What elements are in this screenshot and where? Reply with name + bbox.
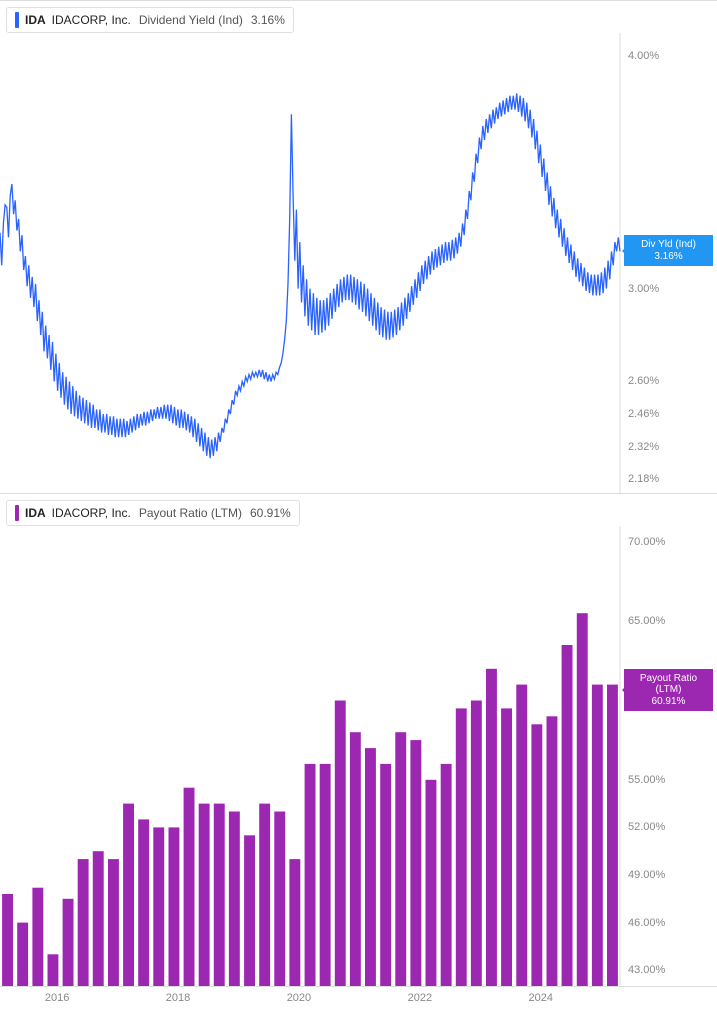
panel1-y-tick: 2.32%: [628, 441, 659, 453]
panel2-value-flag: Payout Ratio (LTM) 60.91%: [624, 669, 713, 712]
panel1-y-tick: 4.00%: [628, 50, 659, 62]
panel2-header: IDA IDACORP, Inc. Payout Ratio (LTM) 60.…: [6, 500, 300, 526]
payout-ratio-chart[interactable]: Payout Ratio (LTM) 60.91% 70.00% 65.00% 55…: [0, 526, 717, 986]
panel1-y-tick: 2.60%: [628, 375, 659, 387]
panel1-ticker: IDA: [25, 13, 46, 27]
x-tick: 2016: [45, 992, 69, 1004]
panel2-company: IDACORP, Inc.: [52, 506, 131, 520]
flag1-value: 3.16%: [630, 251, 707, 263]
panel2-y-tick: 65.00%: [628, 615, 665, 627]
panel2-y-tick: 55.00%: [628, 774, 665, 786]
panel1-company: IDACORP, Inc.: [52, 13, 131, 27]
x-tick: 2020: [287, 992, 311, 1004]
panel2-ticker: IDA: [25, 506, 46, 520]
panel2-value: 60.91%: [250, 506, 291, 520]
panel1-metric: Dividend Yield (Ind): [139, 13, 243, 27]
panel2-y-tick: 52.00%: [628, 821, 665, 833]
flag2-label: Payout Ratio (LTM): [630, 673, 707, 696]
panel1-y-tick: 3.00%: [628, 283, 659, 295]
payout-ratio-bars: [0, 526, 717, 986]
panel2-y-tick: 49.00%: [628, 869, 665, 881]
panel1-value: 3.16%: [251, 13, 285, 27]
x-tick: 2024: [529, 992, 553, 1004]
x-tick: 2022: [408, 992, 432, 1004]
dividend-yield-line: [0, 33, 717, 493]
panel1-y-tick: 2.18%: [628, 473, 659, 485]
time-axis: 2016 2018 2020 2022 2024: [0, 986, 717, 1011]
panel2-y-tick: 70.00%: [628, 536, 665, 548]
dividend-yield-panel: IDA IDACORP, Inc. Dividend Yield (Ind) 3…: [0, 0, 717, 493]
panel1-y-tick: 2.46%: [628, 408, 659, 420]
x-tick: 2018: [166, 992, 190, 1004]
dividend-yield-chart[interactable]: Div Yld (Ind) 3.16% 4.00% 3.00% 2.60% 2.46%…: [0, 33, 717, 493]
panel1-accent-bar: [15, 12, 19, 28]
panel2-y-tick: 46.00%: [628, 917, 665, 929]
panel2-metric: Payout Ratio (LTM): [139, 506, 242, 520]
panel1-header: IDA IDACORP, Inc. Dividend Yield (Ind) 3…: [6, 7, 294, 33]
panel2-y-tick: 43.00%: [628, 964, 665, 976]
payout-ratio-panel: IDA IDACORP, Inc. Payout Ratio (LTM) 60.…: [0, 493, 717, 1011]
flag1-label: Div Yld (Ind): [630, 239, 707, 251]
panel2-accent-bar: [15, 505, 19, 521]
panel1-value-flag: Div Yld (Ind) 3.16%: [624, 235, 713, 266]
flag2-value: 60.91%: [630, 696, 707, 708]
